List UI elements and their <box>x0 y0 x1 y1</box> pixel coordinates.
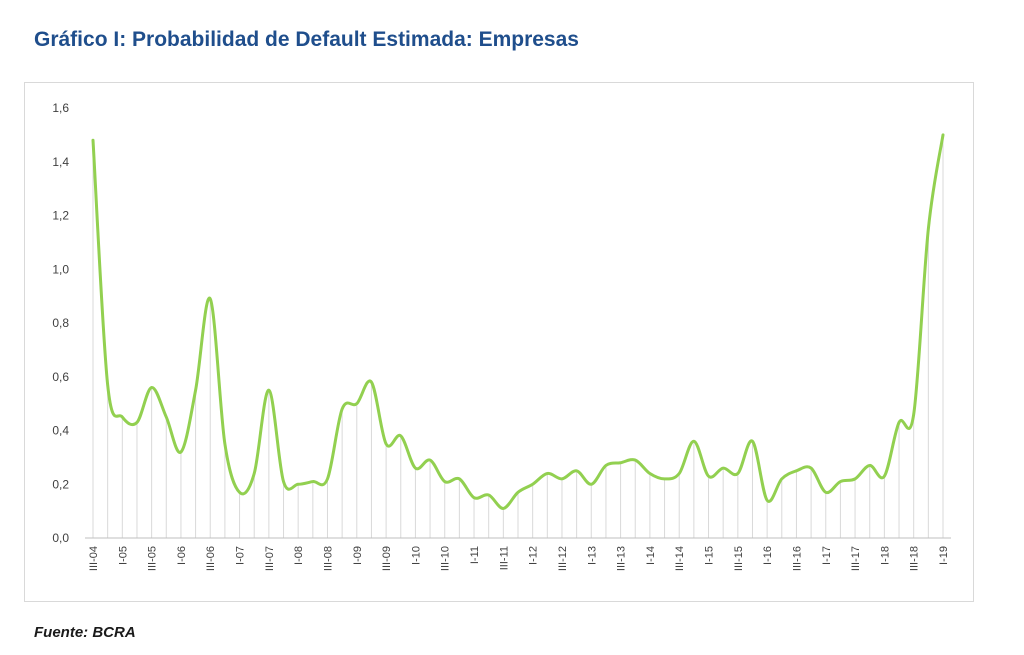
x-tick-label: III-18 <box>909 546 921 571</box>
x-tick-label: III-04 <box>88 546 100 571</box>
x-tick-label: III-05 <box>147 546 159 571</box>
x-tick-label: I-08 <box>293 546 305 565</box>
chart-title: Gráfico I: Probabilidad de Default Estim… <box>34 28 579 51</box>
x-tick-label: I-06 <box>176 546 188 565</box>
x-tick-label: III-13 <box>616 546 628 571</box>
x-tick-label: III-12 <box>557 546 569 571</box>
source-note: Fuente: BCRA <box>34 624 136 641</box>
x-tick-label: I-13 <box>586 546 598 565</box>
x-tick-label: I-15 <box>704 546 716 565</box>
line-chart: 0,00,20,40,60,81,01,21,41,6 III-04 I-05 II… <box>52 101 951 571</box>
y-tick-label: 0,0 <box>52 531 69 545</box>
y-axis-ticks: 0,0 0,2 0,4 0,6 0,8 1,0 1,2 1,4 1,6 <box>52 101 69 545</box>
y-tick-label: 0,6 <box>52 370 69 384</box>
x-tick-label: III-10 <box>440 546 452 571</box>
x-tick-label: I-09 <box>352 546 364 565</box>
y-tick-label: 1,4 <box>52 155 69 169</box>
x-tick-label: III-14 <box>674 546 686 571</box>
y-tick-label: 0,2 <box>52 477 69 491</box>
x-tick-label: I-10 <box>410 546 422 565</box>
x-tick-label: III-08 <box>322 546 334 571</box>
chart-area: 0,0 0,2 0,4 0,6 0,8 1,0 1,2 1,4 1,6 III-04 I-05 II… <box>24 82 974 602</box>
x-tick-label: I-07 <box>235 546 247 565</box>
x-tick-label: I-05 <box>117 546 129 565</box>
x-tick-label: III-11 <box>498 546 510 570</box>
y-tick-label: 0,8 <box>52 316 69 330</box>
x-tick-label: I-14 <box>645 546 657 565</box>
x-axis-ticks: III-04 I-05 III-05 I-06 III-06 I-07 III-07 I-08… <box>88 546 950 571</box>
y-tick-label: 1,0 <box>52 262 69 276</box>
x-tick-label: I-12 <box>528 546 540 565</box>
y-tick-label: 0,4 <box>52 424 69 438</box>
x-tick-label: I-17 <box>821 546 833 565</box>
x-tick-label: III-07 <box>264 546 276 571</box>
series-line <box>91 133 945 510</box>
x-tick-label: III-09 <box>381 546 393 571</box>
x-tick-label: III-17 <box>850 546 862 571</box>
x-tick-label: I-16 <box>762 546 774 565</box>
x-tick-label: III-15 <box>733 546 745 571</box>
x-tick-label: III-16 <box>791 546 803 571</box>
x-tick-label: III-06 <box>205 546 217 571</box>
x-tick-label: I-11 <box>469 546 481 564</box>
y-tick-label: 1,2 <box>52 209 69 223</box>
x-tick-label: I-18 <box>879 546 891 565</box>
x-tick-label: I-19 <box>938 546 950 565</box>
y-tick-label: 1,6 <box>52 101 69 115</box>
drop-lines <box>92 134 944 538</box>
